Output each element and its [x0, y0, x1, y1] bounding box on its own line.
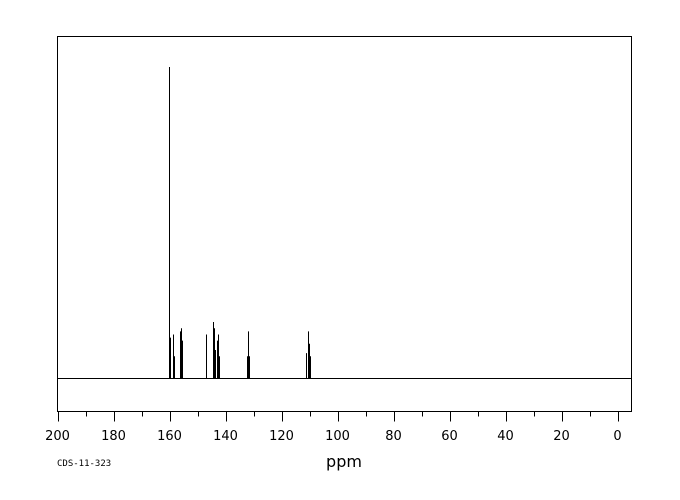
- x-axis-ticks: 200 180 160 140 120 100 80 60 40 20 0: [45, 411, 622, 444]
- x-tick-label-60: 60: [441, 429, 458, 444]
- plot-frame: [57, 36, 632, 412]
- spectrum-layer: [57, 67, 632, 379]
- spectrum-code-label: CDS-11-323: [57, 459, 111, 469]
- x-tick-label-20: 20: [553, 429, 570, 444]
- x-tick-label-180: 180: [101, 429, 126, 444]
- x-tick-label-100: 100: [325, 429, 350, 444]
- x-tick-label-120: 120: [269, 429, 294, 444]
- x-axis-title: ppm: [326, 452, 362, 471]
- x-tick-label-140: 140: [213, 429, 238, 444]
- x-tick-label-160: 160: [157, 429, 182, 444]
- x-tick-label-0: 0: [613, 429, 621, 444]
- x-tick-label-80: 80: [385, 429, 402, 444]
- x-tick-label-40: 40: [497, 429, 514, 444]
- x-tick-label-200: 200: [45, 429, 70, 444]
